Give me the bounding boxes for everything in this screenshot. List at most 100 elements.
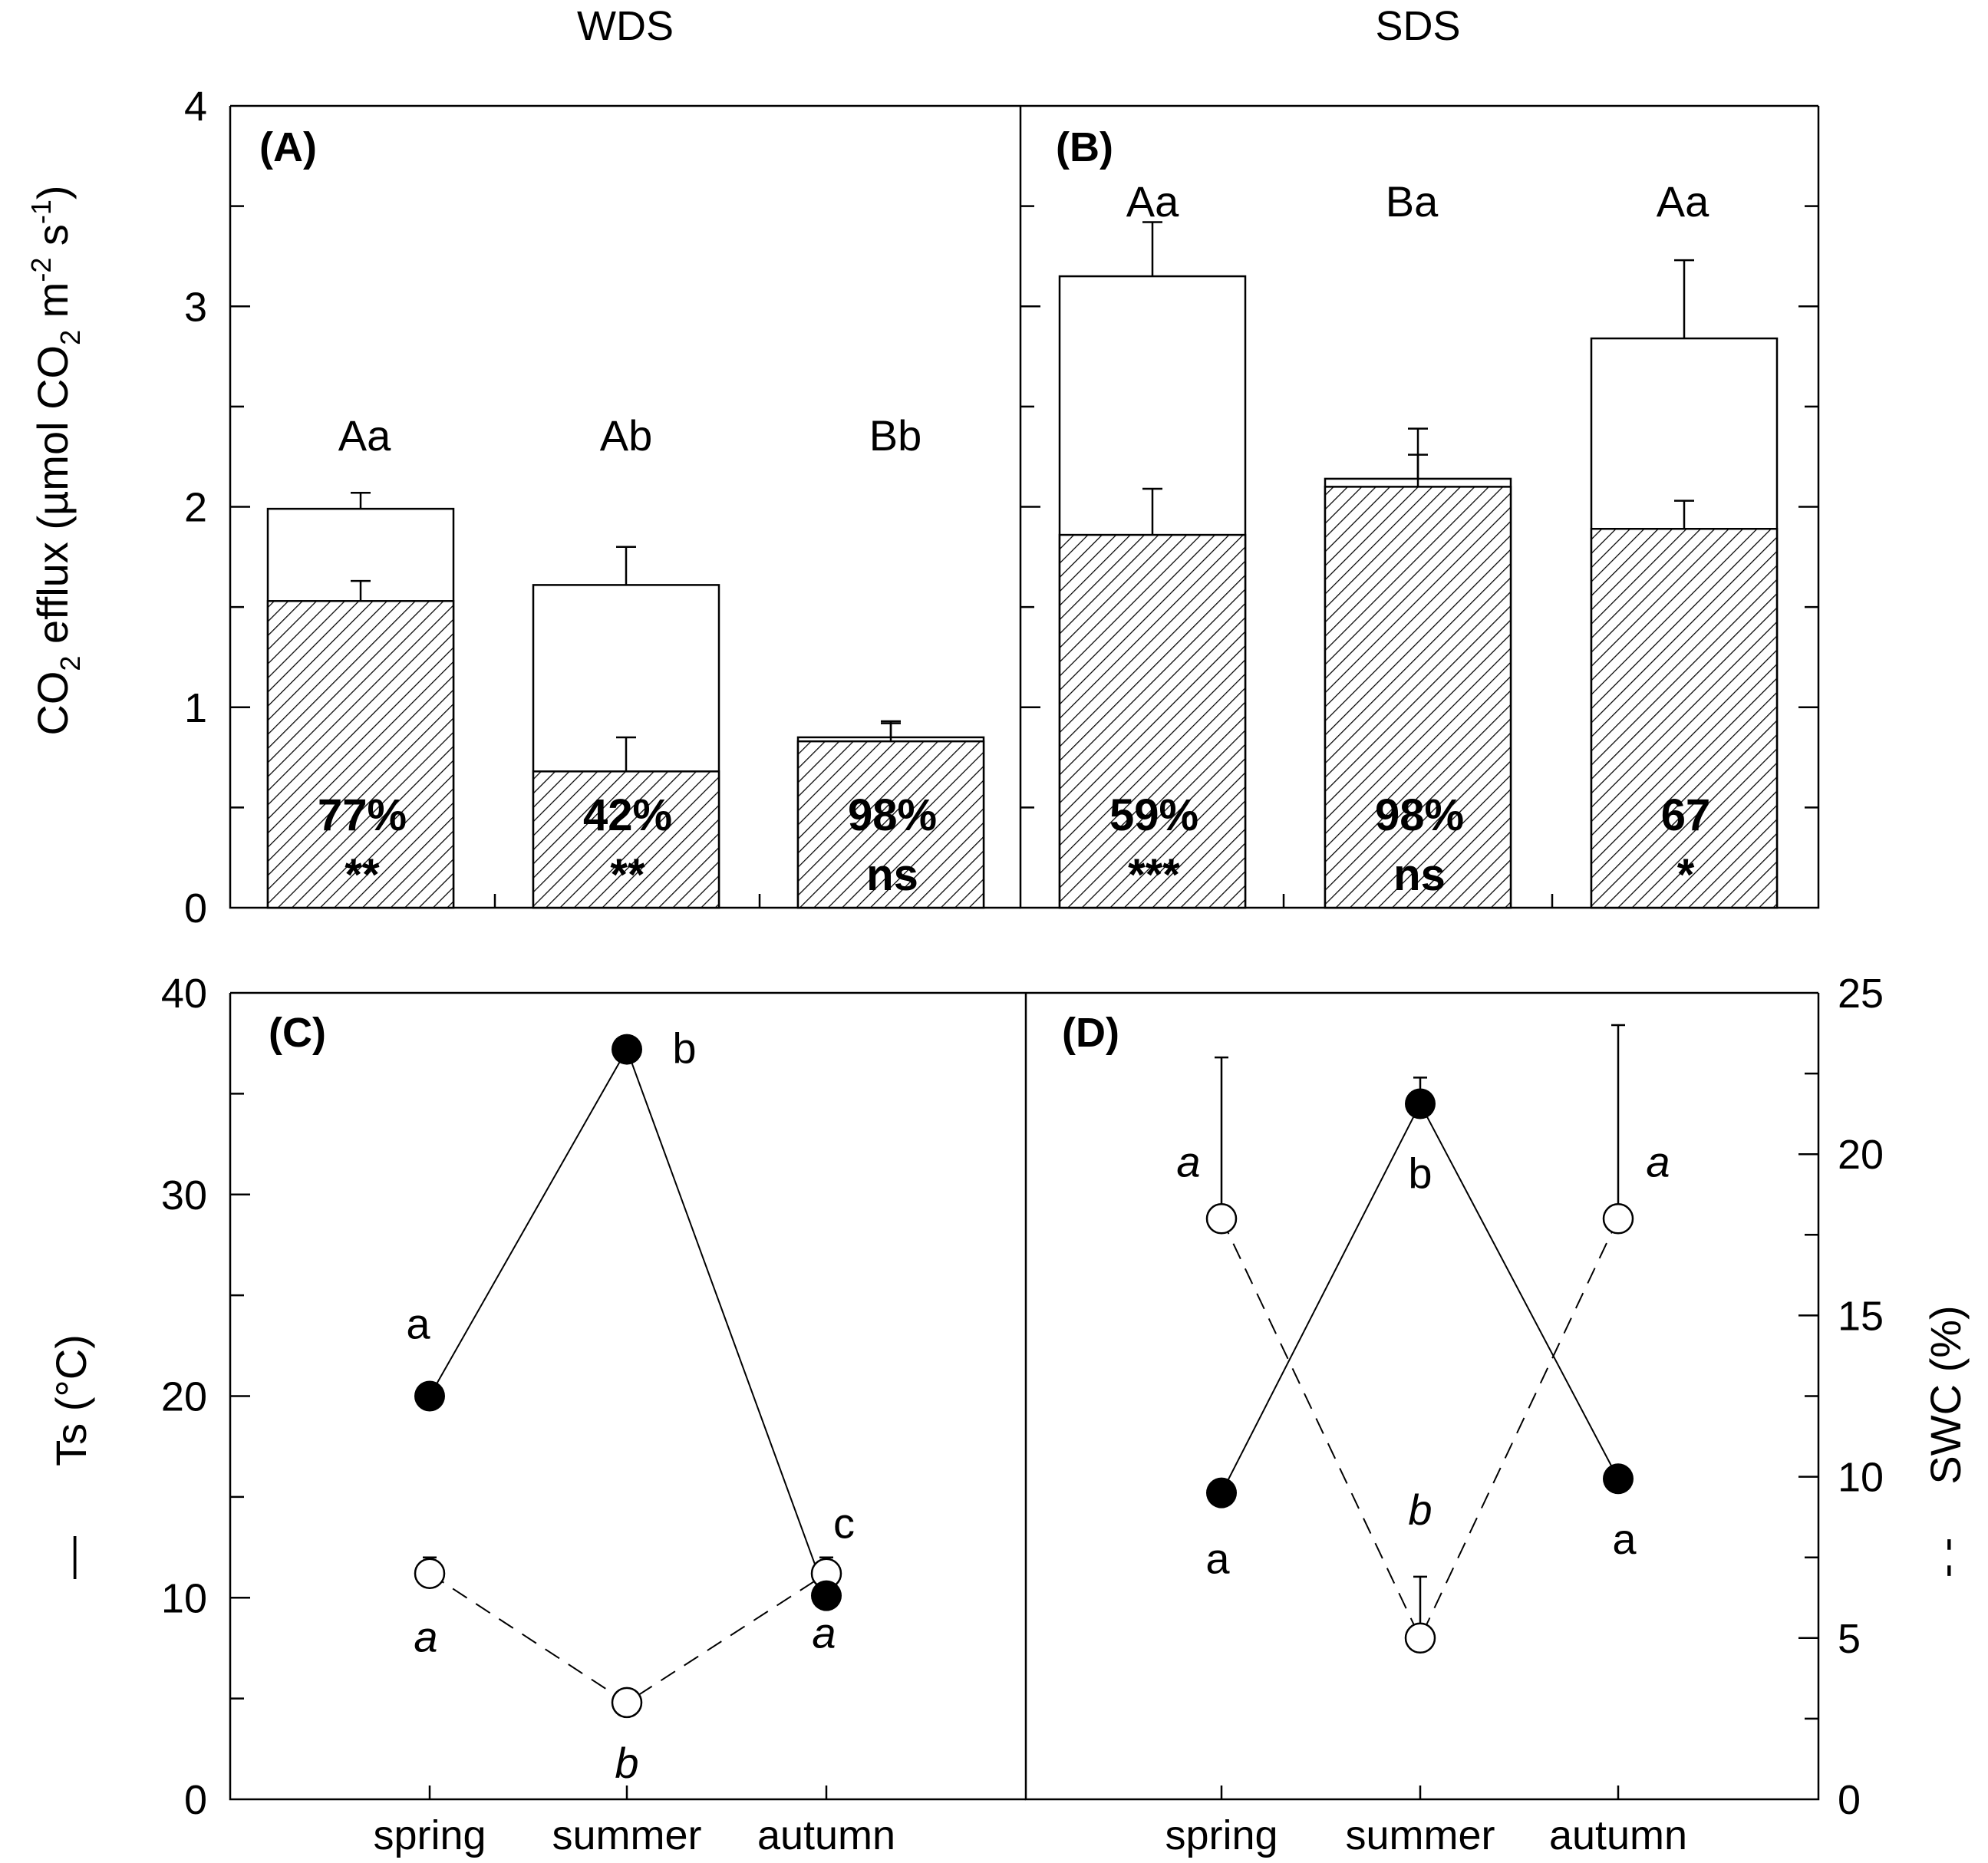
significance-label: *** <box>1128 850 1180 900</box>
significance-label: ** <box>345 850 380 900</box>
swc-point <box>1205 1203 1238 1235</box>
panel-a-label: (A) <box>259 124 317 170</box>
ts-letter: c <box>833 1499 855 1548</box>
panel-c-frame <box>229 993 1026 1801</box>
percent-label: 59% <box>1109 790 1198 840</box>
y-tick-label-a: 4 <box>184 84 207 130</box>
ts-point <box>1603 1463 1634 1495</box>
bar-heterotrophic <box>532 770 720 909</box>
y2-tick-label-d: 0 <box>1838 1777 1861 1823</box>
ts-line <box>429 1047 827 1596</box>
y2-tick-label-d: 15 <box>1838 1293 1884 1339</box>
legend-mark-swc: - - <box>1921 1538 1970 1578</box>
y-axis-label-swc: SWC (%) <box>1921 1305 1970 1484</box>
significance-label: * <box>1677 850 1695 900</box>
swc-letter: b <box>615 1739 638 1787</box>
percent-label: 77% <box>318 790 407 840</box>
group-letter-b: Aa <box>1126 177 1179 226</box>
group-letter-a: Ab <box>600 411 653 460</box>
swc-point <box>611 1687 643 1719</box>
y-axis-label-ts: Ts (°C) <box>47 1334 95 1466</box>
group-letter-a: Bb <box>869 411 922 460</box>
swc-letter: a <box>812 1609 836 1657</box>
panel-b-label: (B) <box>1056 124 1113 170</box>
y-tick-label-a: 3 <box>184 284 207 330</box>
swc-line <box>429 1572 827 1704</box>
y2-tick-label-d: 5 <box>1838 1616 1861 1662</box>
percent-label: 67 <box>1661 790 1711 840</box>
ts-letter: a <box>406 1300 430 1348</box>
ts-point <box>414 1380 445 1412</box>
y2-tick-label-d: 20 <box>1838 1132 1884 1178</box>
panel-b-ticks <box>1020 205 1818 908</box>
ts-point <box>811 1580 842 1611</box>
significance-label: ns <box>866 850 918 900</box>
percent-label: 98% <box>1375 790 1464 840</box>
y-tick-label-c: 10 <box>161 1575 207 1621</box>
significance-label: ** <box>610 850 645 900</box>
panel-c-x-ticks: spring summer autumn <box>373 1786 895 1858</box>
group-letter-b: Ba <box>1386 177 1439 226</box>
swc-line <box>1221 1218 1619 1640</box>
percent-label: 42% <box>583 790 672 840</box>
column-title-right: SDS <box>1375 3 1460 49</box>
x-tick-label: spring <box>373 1812 486 1858</box>
panel-d-x-ticks: spring summer autumn <box>1165 1786 1687 1858</box>
swc-point <box>1404 1622 1436 1654</box>
swc-point <box>1602 1203 1634 1235</box>
panel-c-label: (C) <box>269 1010 326 1056</box>
panel-c: (C) Ts (°C) — 0 10 20 30 40 spring summer autu… <box>47 971 1818 1858</box>
panel-d-y2-ticks: 0 5 10 15 20 25 <box>1798 971 1884 1823</box>
ts-letter: b <box>1408 1149 1432 1198</box>
swc-letter: a <box>1176 1137 1200 1185</box>
panel-d-series: a b a a b a <box>1176 1024 1670 1654</box>
percent-label: 98% <box>848 790 937 840</box>
bar-heterotrophic <box>1058 533 1247 909</box>
group-letter-a: Aa <box>338 411 391 460</box>
ts-point <box>1405 1088 1436 1119</box>
swc-letter: a <box>1646 1137 1670 1185</box>
legend-mark-ts: — <box>47 1536 95 1579</box>
panel-c-y-ticks: 0 10 20 30 40 <box>161 971 250 1823</box>
ts-letter: a <box>1205 1535 1230 1583</box>
panel-a-frame <box>229 106 1020 909</box>
panel-d: (D) SWC (%) - - 0 5 10 15 20 25 spring summer a… <box>1024 971 1970 1858</box>
x-tick-label: summer <box>1345 1812 1495 1858</box>
bar-heterotrophic <box>266 600 455 909</box>
panel-b: (B) 59% *** 98% ns 67 * Aa Ba Aa <box>1019 106 1820 909</box>
y-tick-label-c: 20 <box>161 1374 207 1420</box>
y-axis-label-co2: CO2 efflux (µmol CO2 m-2 s-1) <box>25 185 86 735</box>
swc-point <box>414 1558 446 1589</box>
group-letter-b: Aa <box>1657 177 1709 226</box>
y-tick-label-c: 30 <box>161 1172 207 1218</box>
y-tick-label-a: 2 <box>184 485 207 531</box>
ts-point <box>612 1034 642 1065</box>
x-tick-label: autumn <box>1549 1812 1687 1858</box>
bar-heterotrophic <box>1324 486 1512 909</box>
panel-a-bars: 77% ** 42% ** 98% ns Aa Ab Bb <box>266 411 985 909</box>
swc-letter: b <box>1408 1485 1432 1534</box>
y2-tick-label-d: 10 <box>1838 1455 1884 1501</box>
x-tick-label: summer <box>552 1812 701 1858</box>
panel-a-y-ticks: 0 1 2 3 4 <box>184 84 761 932</box>
y-tick-label-a: 0 <box>184 885 207 932</box>
ts-point <box>1206 1477 1237 1509</box>
y-tick-label-c: 40 <box>161 971 207 1017</box>
ts-letter: b <box>672 1024 696 1073</box>
y2-tick-label-d: 25 <box>1838 971 1884 1017</box>
x-tick-label: spring <box>1165 1812 1278 1858</box>
y-tick-label-a: 1 <box>184 685 207 731</box>
x-tick-label: autumn <box>757 1812 895 1858</box>
bar-heterotrophic <box>1590 527 1779 909</box>
significance-label: ns <box>1393 850 1446 900</box>
bar-heterotrophic <box>796 740 985 909</box>
ts-letter: a <box>1612 1515 1637 1563</box>
panel-b-bars: 59% *** 98% ns 67 * Aa Ba Aa <box>1058 177 1779 909</box>
panel-a: (A) 0 1 2 3 4 77% ** 42% ** 98% ns Aa Ab Bb <box>184 84 1818 932</box>
panel-c-series: a b c a b a <box>406 1024 855 1787</box>
swc-letter: a <box>414 1613 437 1661</box>
column-title-left: WDS <box>577 3 674 49</box>
panel-d-label: (D) <box>1062 1010 1119 1056</box>
y-tick-label-c: 0 <box>184 1777 207 1823</box>
